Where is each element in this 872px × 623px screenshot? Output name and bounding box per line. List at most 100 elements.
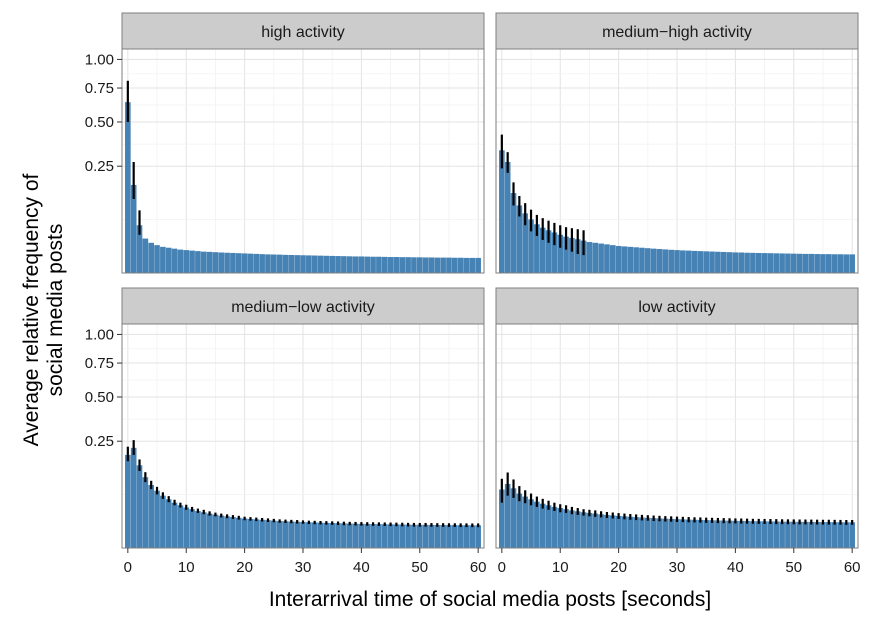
bar [539, 503, 546, 548]
bar [715, 520, 721, 548]
bar [399, 257, 406, 273]
bar [411, 257, 417, 273]
bar [469, 525, 476, 548]
bar [656, 518, 663, 548]
bar [335, 523, 341, 548]
bar [452, 525, 458, 548]
bar [779, 253, 785, 273]
bar [773, 253, 780, 273]
facet-strip [121, 12, 485, 50]
bar [171, 248, 178, 273]
bar [773, 521, 780, 548]
bar [370, 524, 376, 548]
bar [416, 257, 423, 273]
bar [306, 255, 312, 273]
bar [416, 524, 423, 548]
bar [288, 521, 295, 548]
x-tick-label: 50 [411, 559, 428, 576]
bar [528, 499, 534, 548]
bar [422, 524, 429, 548]
bar [218, 252, 225, 273]
bar [808, 253, 815, 273]
bar [662, 249, 669, 273]
bar [785, 521, 791, 548]
bar [405, 524, 411, 548]
bar [586, 512, 593, 548]
bar [195, 511, 201, 548]
bar [446, 525, 452, 548]
bar [750, 252, 756, 273]
facet-strip-label: medium−high activity [602, 24, 752, 41]
bar [680, 519, 686, 548]
y-tick-label: 0.25 [85, 158, 114, 175]
bar [446, 257, 452, 273]
bar [265, 520, 271, 548]
bar [288, 255, 295, 273]
bar [130, 447, 137, 548]
bar [499, 150, 505, 273]
bar [761, 521, 768, 548]
bar [767, 253, 774, 273]
bar [434, 524, 441, 548]
bar [440, 524, 446, 548]
bar [650, 518, 657, 548]
bar [189, 509, 195, 548]
bar [831, 254, 838, 273]
bar [300, 255, 306, 273]
bar [709, 251, 715, 273]
bar [534, 501, 540, 548]
bar [276, 520, 283, 548]
bar [387, 257, 394, 273]
x-tick-label: 60 [844, 559, 861, 576]
bar [843, 522, 850, 548]
bar [545, 505, 552, 548]
bar [802, 253, 809, 273]
bar [510, 488, 517, 548]
bar [726, 520, 733, 548]
x-tick-label: 20 [610, 559, 627, 576]
bar [329, 523, 335, 548]
bar [276, 254, 283, 273]
bar [142, 477, 149, 548]
y-tick-label: 1.00 [85, 51, 114, 68]
bar [475, 257, 481, 273]
bar [411, 524, 417, 548]
bar [405, 257, 411, 273]
bar [814, 522, 820, 548]
bar [504, 162, 511, 273]
bar [726, 252, 733, 273]
bar [732, 520, 739, 548]
bar [557, 508, 564, 548]
bar [457, 525, 464, 548]
bar [826, 254, 832, 273]
bar [685, 250, 692, 273]
bar [598, 243, 604, 273]
bar [323, 255, 330, 273]
bar [697, 251, 704, 273]
bar [668, 518, 674, 548]
bar [212, 514, 219, 548]
bar [656, 249, 663, 273]
bar [569, 237, 575, 273]
bar [808, 521, 815, 548]
bar [755, 521, 762, 548]
bar [206, 251, 213, 273]
bar [639, 247, 645, 273]
bar [732, 252, 739, 273]
bar [680, 250, 686, 273]
bar [346, 256, 353, 273]
bar [499, 489, 505, 548]
bar [271, 520, 277, 548]
bar [633, 247, 639, 273]
bar [352, 256, 359, 273]
bar [744, 252, 750, 273]
bar [849, 254, 855, 273]
y-tick-label: 0.25 [85, 433, 114, 450]
bar [504, 483, 511, 548]
bar [224, 516, 230, 548]
bar [598, 514, 604, 548]
bar [604, 244, 610, 273]
bar [685, 519, 692, 548]
bar [241, 518, 248, 548]
bar [323, 522, 330, 548]
